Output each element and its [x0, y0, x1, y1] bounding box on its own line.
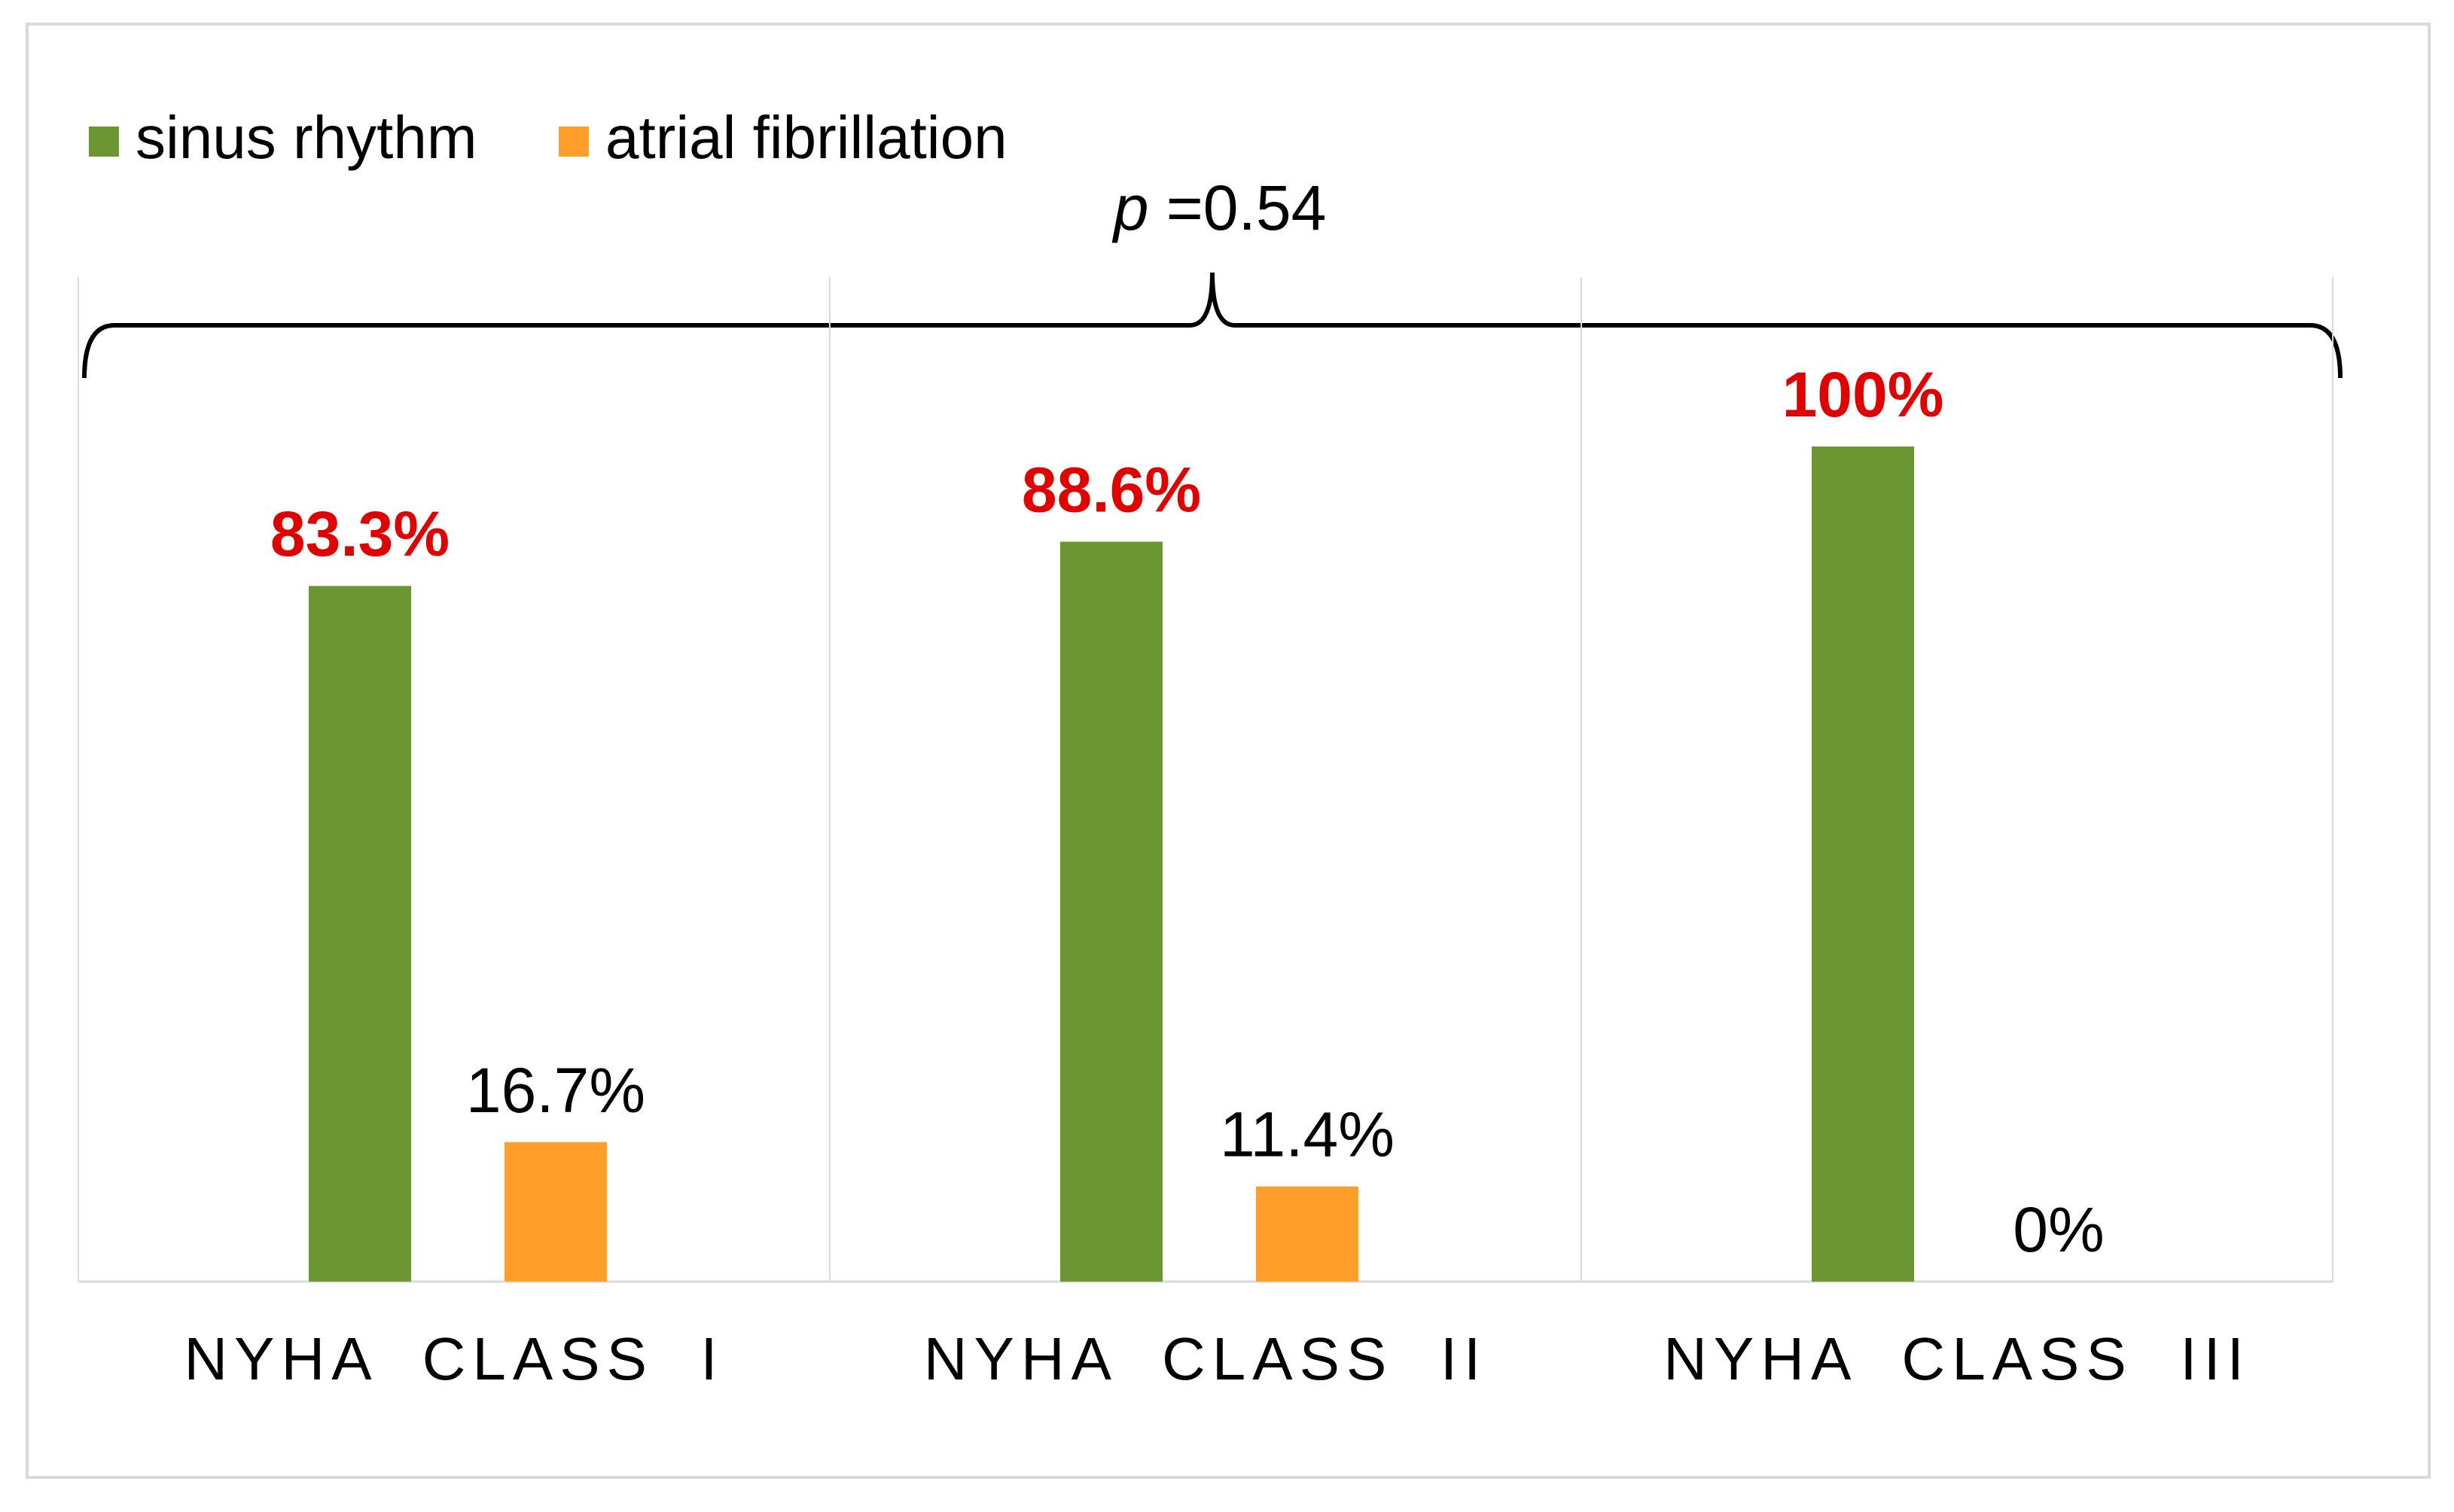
- significance-annotation: p =0.54: [82, 172, 2343, 379]
- legend: sinus rhythm atrial fibrillation: [89, 104, 1008, 171]
- p-value: =0.54: [1148, 172, 1326, 243]
- data-label-atrial-fibrillation-3: 0%: [2013, 1194, 2104, 1265]
- data-label-sinus-rhythm-3: 100%: [1782, 359, 1944, 430]
- bar-sinus-rhythm-2: [1060, 541, 1163, 1282]
- legend-swatch-atrial-fibrillation: [559, 127, 589, 157]
- p-value-text: p =0.54: [1111, 172, 1327, 243]
- bar-atrial-fibrillation-2: [1256, 1186, 1358, 1282]
- chart-border: [26, 23, 2431, 1479]
- legend-swatch-sinus-rhythm: [89, 127, 119, 157]
- value-labels-group: 83.3% 16.7% 88.6% 11.4% 100% 0%: [270, 359, 2105, 1265]
- data-label-sinus-rhythm-1: 83.3%: [270, 498, 450, 569]
- x-tick-label-2: NYHA CLASS II: [924, 1325, 1488, 1392]
- data-label-atrial-fibrillation-2: 11.4%: [1220, 1099, 1395, 1170]
- significance-brace: [82, 272, 2343, 379]
- x-tick-label-3: NYHA CLASS III: [1663, 1325, 2251, 1392]
- bars-group: [309, 447, 1914, 1282]
- x-tick-labels-group: NYHA CLASS I NYHA CLASS II NYHA CLASS III: [184, 1325, 2251, 1392]
- data-label-atrial-fibrillation-1: 16.7%: [466, 1055, 645, 1126]
- bar-sinus-rhythm-1: [309, 586, 411, 1282]
- legend-label-atrial-fibrillation: atrial fibrillation: [605, 104, 1008, 171]
- p-symbol: p: [1111, 172, 1149, 243]
- legend-label-sinus-rhythm: sinus rhythm: [136, 104, 477, 171]
- plot-area: [78, 277, 2334, 1283]
- x-tick-label-1: NYHA CLASS I: [184, 1325, 724, 1392]
- data-label-sinus-rhythm-2: 88.6%: [1022, 454, 1201, 525]
- bar-sinus-rhythm-3: [1812, 447, 1914, 1282]
- bar-atrial-fibrillation-1: [505, 1142, 607, 1282]
